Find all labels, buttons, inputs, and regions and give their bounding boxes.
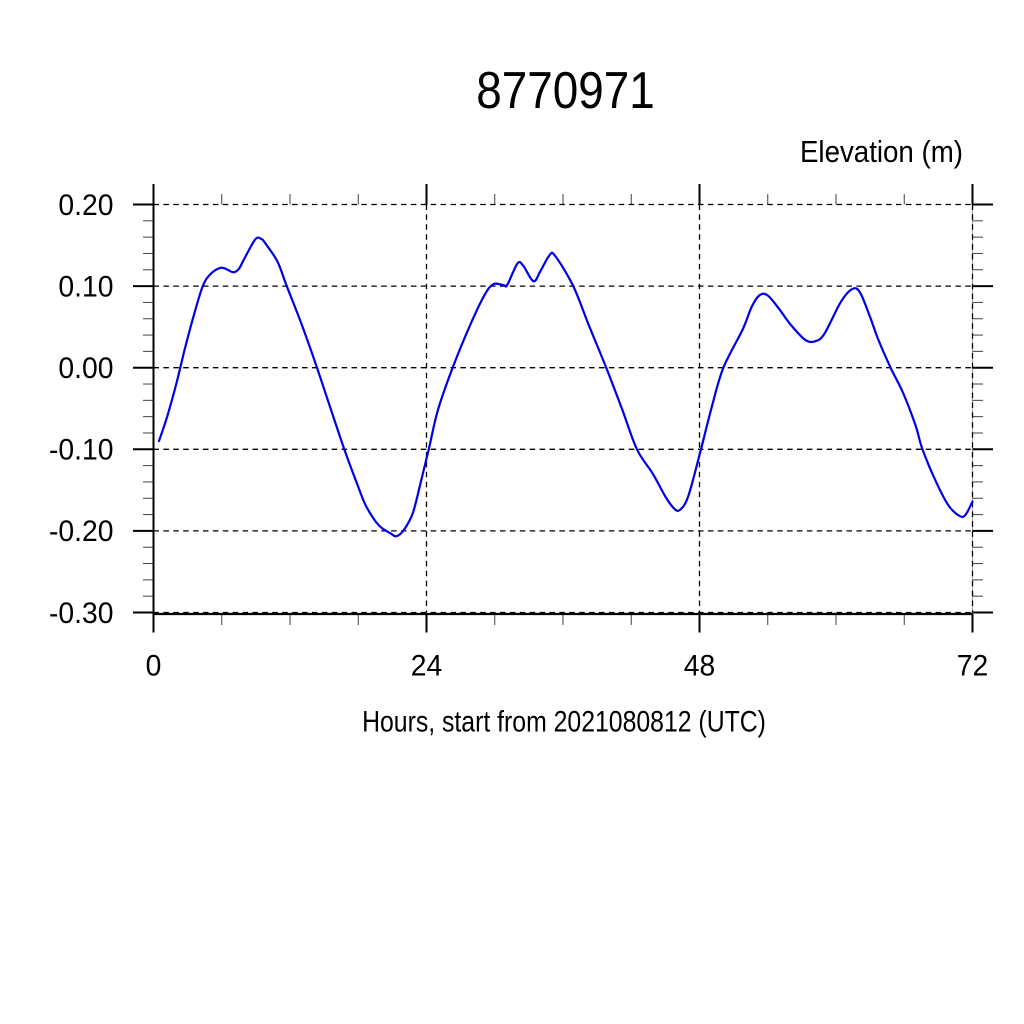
- y-axis-title: Elevation (m): [800, 136, 963, 169]
- elevation-curve: [157, 236, 974, 538]
- y-tick-label: -0.20: [49, 516, 113, 549]
- x-tick-label: 48: [684, 650, 715, 683]
- y-tick-label: 0.20: [58, 189, 113, 222]
- chart-title: 8770971: [476, 63, 654, 120]
- x-axis-title: Hours, start from 2021080812 (UTC): [362, 704, 766, 738]
- axis-ticks: [133, 184, 993, 633]
- y-tick-label: -0.30: [49, 597, 113, 630]
- y-tick-label: -0.10: [49, 434, 113, 467]
- x-tick-label: 0: [146, 650, 162, 683]
- y-tick-label: 0.10: [58, 271, 113, 304]
- elevation-series-line: [157, 236, 974, 538]
- y-tick-labels: 0.20 0.10 0.00 -0.10 -0.20 -0.30: [49, 189, 113, 630]
- x-tick-labels: 0 24 48 72: [146, 650, 989, 683]
- x-tick-label: 72: [957, 650, 988, 683]
- x-tick-label: 24: [411, 650, 442, 683]
- y-tick-label: 0.00: [58, 352, 113, 385]
